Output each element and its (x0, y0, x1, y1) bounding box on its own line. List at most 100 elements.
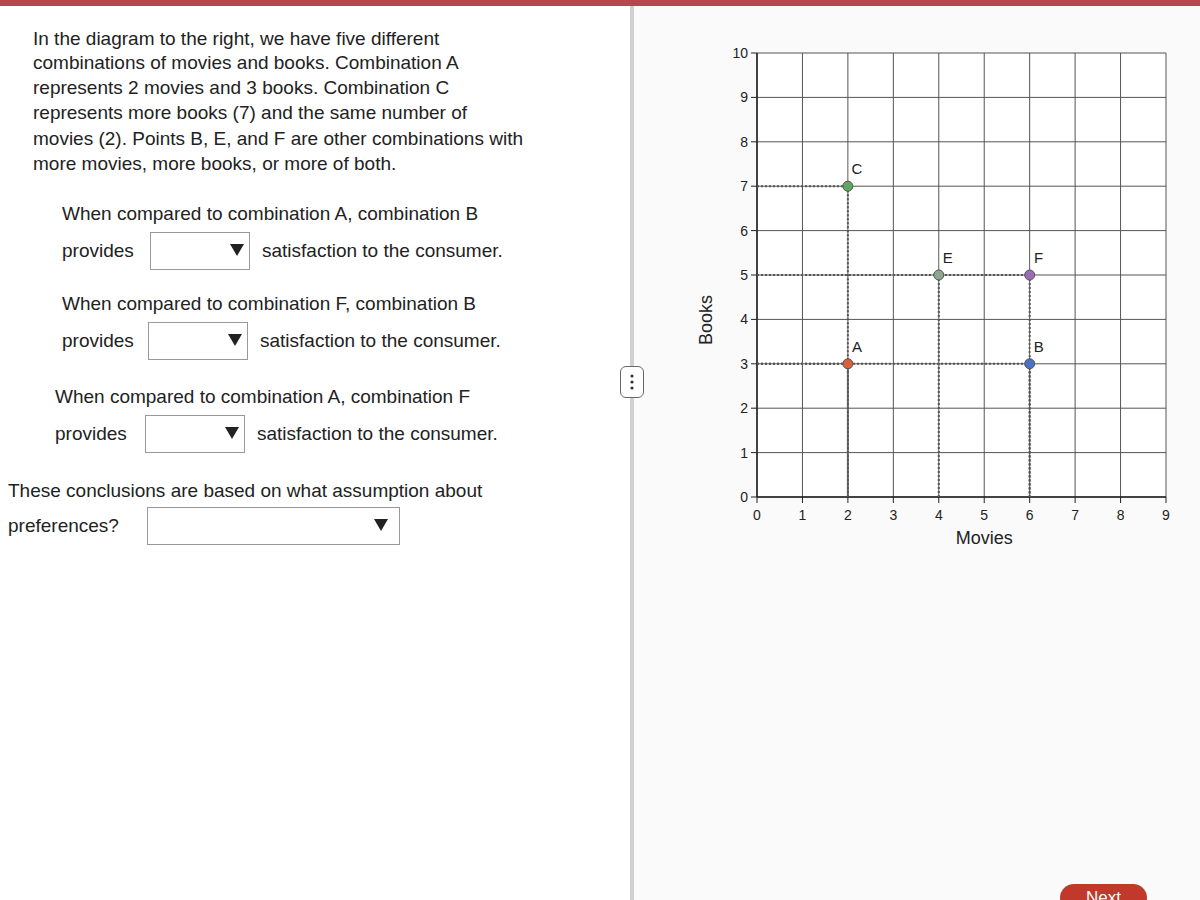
question-line: preferences? (8, 515, 119, 537)
y-tick (751, 141, 757, 142)
question-line: provides (55, 423, 127, 445)
y-tick (751, 452, 757, 453)
point-label-bg (849, 159, 865, 178)
dropdown-arrow (228, 334, 242, 346)
dropdown-arrow (225, 427, 239, 439)
question-line: When compared to combination A, combinat… (55, 386, 470, 408)
dropdown-arrow (230, 244, 244, 256)
divider-handle[interactable] (620, 366, 644, 398)
y-tick-label: 1 (740, 445, 748, 461)
x-tick-label: 8 (1117, 507, 1125, 523)
drop-line (938, 275, 940, 497)
chart: 0123456789012345678910MoviesBooksABCEF (0, 0, 1200, 900)
x-tick (757, 497, 758, 503)
x-tick (938, 497, 939, 503)
point-label: F (1034, 249, 1043, 266)
y-tick (751, 408, 757, 409)
intro-line: represents more books (7) and the same n… (33, 102, 467, 124)
y-tick (751, 363, 757, 364)
point (843, 181, 853, 191)
grid-line (757, 230, 1166, 231)
grid-line (847, 53, 848, 497)
point-label-bg (849, 337, 865, 356)
intro-line: more movies, more books, or more of both… (33, 153, 396, 175)
y-tick-label: 3 (740, 356, 748, 372)
question-line: provides (62, 240, 134, 262)
point-label: B (1034, 338, 1044, 355)
y-tick (751, 319, 757, 320)
y-axis-label: Books (696, 295, 716, 345)
x-tick (802, 497, 803, 503)
drop-line (757, 363, 1030, 365)
y-tick-label: 2 (740, 400, 748, 416)
x-tick-label: 4 (935, 507, 943, 523)
x-tick (847, 497, 848, 503)
grid-line (757, 363, 1166, 364)
y-tick-label: 7 (740, 178, 748, 194)
y-tick (751, 275, 757, 276)
next-button[interactable]: Next (1060, 884, 1147, 900)
y-tick-label: 10 (732, 45, 748, 61)
point-label-bg (1031, 337, 1047, 356)
grid-line (757, 53, 1166, 54)
point-label: C (851, 160, 862, 177)
point-label-bg (1031, 248, 1047, 267)
point (1025, 359, 1035, 369)
grid-line (757, 408, 1166, 409)
plot-area (757, 53, 1166, 497)
divider (630, 6, 634, 900)
y-tick (751, 230, 757, 231)
y-tick-label: 0 (740, 489, 748, 505)
y-tick (751, 186, 757, 187)
x-tick-label: 5 (980, 507, 988, 523)
dropdown-arrow (374, 519, 388, 531)
question-line: provides (62, 330, 134, 352)
grid-line (757, 497, 1166, 498)
y-tick-label: 6 (740, 223, 748, 239)
grid-line (757, 452, 1166, 453)
question-line: When compared to combination F, combinat… (62, 293, 476, 315)
intro-line: represents 2 movies and 3 books. Combina… (33, 77, 449, 99)
x-tick (1075, 497, 1076, 503)
y-tick (751, 97, 757, 98)
drop-line (1029, 275, 1031, 497)
dropdown[interactable] (147, 507, 400, 545)
marks (757, 181, 1035, 497)
y-tick-label: 9 (740, 89, 748, 105)
drop-line (757, 274, 1030, 276)
x-tick-label: 9 (1162, 507, 1170, 523)
x-axis (757, 496, 1166, 498)
question-line: These conclusions are based on what assu… (8, 480, 482, 502)
grid-line (757, 319, 1166, 320)
x-tick-label: 7 (1071, 507, 1079, 523)
y-tick-label: 4 (740, 311, 748, 327)
drop-line (757, 185, 848, 187)
question-line: When compared to combination A, combinat… (62, 203, 478, 225)
x-tick-label: 6 (1026, 507, 1034, 523)
x-tick-label: 3 (889, 507, 897, 523)
y-tick (751, 497, 757, 498)
x-tick (1120, 497, 1121, 503)
grid-line (757, 186, 1166, 187)
x-tick-label: 2 (844, 507, 852, 523)
intro-line: movies (2). Points B, E, and F are other… (33, 128, 523, 150)
drop-line (847, 186, 849, 497)
x-axis-label: Movies (956, 528, 1013, 548)
x-tick-label: 1 (799, 507, 807, 523)
x-tick (1029, 497, 1030, 503)
intro-line: In the diagram to the right, we have fiv… (33, 28, 439, 50)
point (1025, 270, 1035, 280)
point-label: A (852, 338, 862, 355)
intro-line: combinations of movies and books. Combin… (33, 52, 459, 74)
point (843, 359, 853, 369)
point-label-bg (940, 248, 956, 267)
grid-line (757, 275, 1166, 276)
question-line: satisfaction to the consumer. (262, 240, 503, 262)
y-tick (751, 53, 757, 54)
x-tick (1166, 497, 1167, 503)
y-tick-label: 8 (740, 134, 748, 150)
point (934, 270, 944, 280)
grid-line (757, 141, 1166, 142)
point-label: E (943, 249, 953, 266)
x-tick (984, 497, 985, 503)
